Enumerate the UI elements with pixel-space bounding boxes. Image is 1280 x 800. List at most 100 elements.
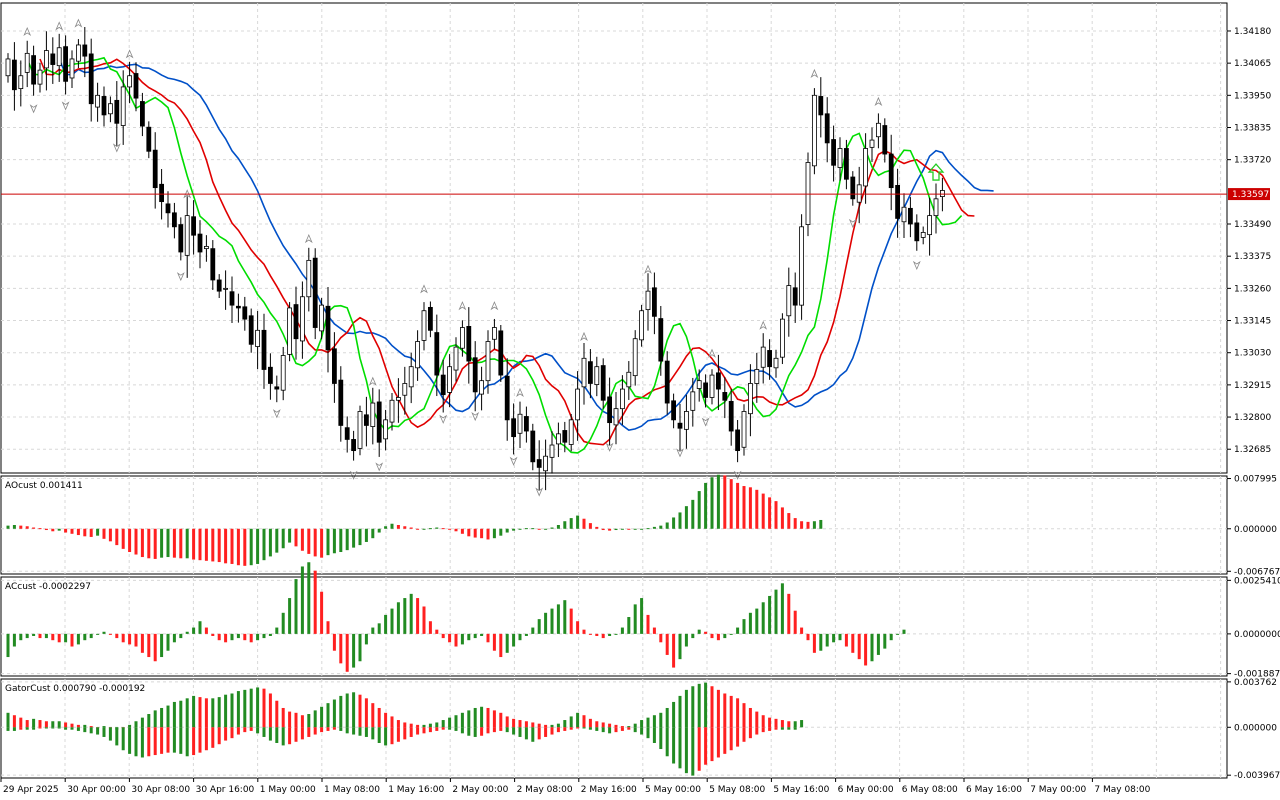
histogram-bar [249, 727, 253, 731]
histogram-bar [659, 525, 663, 529]
candle-body [159, 183, 165, 203]
histogram-bar [230, 528, 234, 564]
histogram-bar [19, 717, 23, 728]
histogram-bar [288, 598, 292, 634]
candle-body [114, 99, 120, 124]
candle-body [485, 341, 491, 382]
time-axis: 29 Apr 2025 30 Apr 00:00 30 Apr 08:00 30 Ap… [0, 778, 1151, 795]
histogram-bar [332, 727, 336, 730]
candle-body [844, 148, 849, 180]
candle-body [588, 361, 593, 384]
histogram-bar [352, 633, 356, 668]
candle-body [88, 53, 94, 105]
time-tick-label: 1 May 16:00 [388, 785, 444, 795]
candle-body [261, 329, 267, 370]
candle-body [600, 365, 606, 401]
histogram-bar [492, 633, 496, 651]
histogram-bar [710, 633, 714, 639]
histogram-bar [396, 525, 400, 529]
candle-body [421, 310, 427, 341]
candle-body [741, 411, 747, 448]
histogram-bar [416, 727, 420, 735]
histogram-bar [224, 528, 228, 564]
histogram-bar [192, 695, 196, 728]
histogram-bar [595, 526, 599, 529]
candle-body [869, 139, 875, 148]
histogram-bar [179, 633, 183, 639]
histogram-bar [492, 727, 496, 733]
candle-body [677, 422, 683, 429]
histogram-bar [729, 695, 733, 728]
histogram-bar [38, 727, 42, 729]
histogram-bar [851, 633, 855, 653]
histogram-bar [307, 727, 311, 737]
histogram-bar [396, 720, 400, 728]
histogram-bar [44, 727, 48, 729]
histogram-bar [102, 528, 106, 539]
histogram-bar [332, 528, 336, 554]
histogram-bar [249, 688, 253, 728]
candle-body [402, 383, 408, 396]
ao-axis: 0.007995 0.000000 -0.006767 [1227, 475, 1280, 577]
histogram-bar [320, 727, 324, 733]
candle-body [408, 366, 414, 388]
time-tick-label: 30 Apr 08:00 [131, 785, 190, 795]
histogram-bar [595, 633, 599, 636]
histogram-bar [320, 591, 324, 634]
candle-body [139, 101, 145, 127]
ao-panel[interactable]: 0.007995 0.000000 -0.006767 AOcust 0.00141… [0, 475, 1280, 578]
candle-body [703, 382, 708, 398]
histogram-bar [518, 727, 522, 737]
histogram-bar [544, 528, 548, 530]
fractal-up-icon [874, 96, 883, 106]
candle-body [805, 162, 811, 225]
price-tick-label: 1.32915 [1234, 381, 1271, 391]
histogram-bar [467, 528, 471, 537]
histogram-bar [569, 727, 573, 730]
ac-panel[interactable]: 0.0025410 0.0000000 -0.0018873 ACcust -0.0… [0, 562, 1280, 680]
histogram-bar [12, 715, 16, 728]
candle-body [908, 207, 913, 225]
fractal-up-icon [304, 233, 313, 244]
fractal-up-icon [490, 301, 499, 311]
histogram-bar [25, 526, 29, 529]
histogram-bar [755, 711, 759, 728]
histogram-bar [697, 683, 701, 728]
histogram-bar [691, 633, 695, 639]
histogram-bar [825, 633, 829, 647]
time-tick-label: 5 May 08:00 [709, 785, 765, 795]
histogram-bar [518, 528, 522, 530]
candle-body [652, 287, 657, 317]
histogram-bar [416, 598, 420, 634]
axis-tick-label: -0.006767 [1234, 567, 1280, 577]
histogram-bar [102, 727, 106, 737]
histogram-bar [198, 528, 202, 561]
gator-panel[interactable]: 0.003762 0.000000 -0.003967 GatorCust 0.00… [0, 678, 1280, 781]
histogram-bar [147, 528, 151, 559]
histogram-bar [390, 716, 394, 728]
histogram-bar [524, 727, 528, 740]
candle-body [216, 279, 222, 292]
main-price-panel[interactable]: 1.34180 1.34065 1.33950 1.33835 1.33720 1.334… [0, 2, 1271, 497]
histogram-bar [166, 528, 170, 558]
histogram-bar [454, 715, 458, 728]
histogram-bar [326, 528, 330, 556]
candle-body [556, 433, 561, 445]
histogram-bar [448, 717, 452, 728]
histogram-bar [614, 727, 618, 733]
histogram-bar [422, 606, 426, 634]
histogram-bar [108, 528, 112, 542]
histogram-bar [652, 627, 656, 634]
candle-body [831, 139, 836, 166]
histogram-bar [172, 633, 176, 643]
time-tick-label: 6 May 00:00 [838, 785, 894, 795]
histogram-bar [480, 706, 484, 728]
histogram-bar [473, 727, 477, 737]
fractal-up-icon [125, 49, 134, 59]
histogram-bar [307, 714, 311, 728]
histogram-bar [742, 486, 746, 529]
fractal-up-icon [458, 301, 467, 311]
candle-body [76, 44, 81, 62]
histogram-bar [166, 727, 170, 753]
